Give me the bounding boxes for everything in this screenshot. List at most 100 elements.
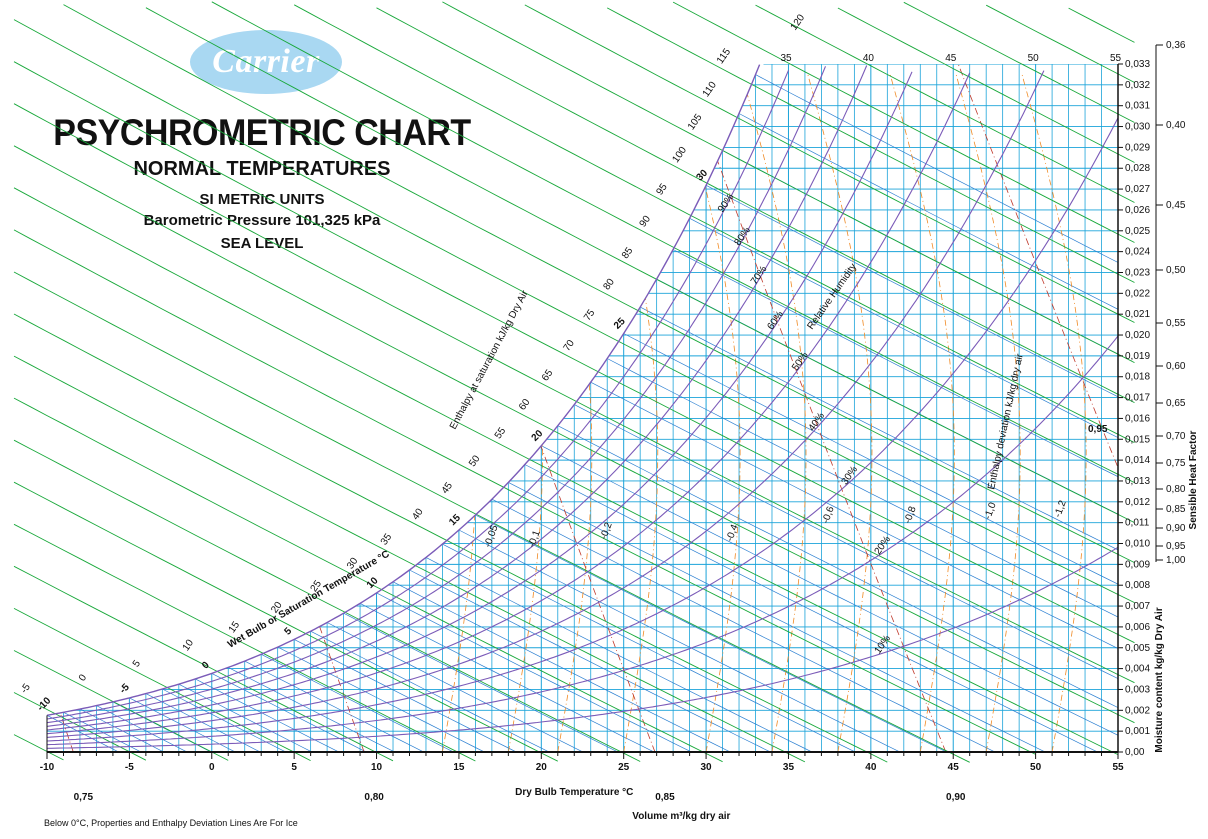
y-tick-label: 0,015 (1125, 434, 1150, 445)
wet-bulb-label: 15 (447, 512, 463, 528)
volume-label: 0,80 (364, 792, 384, 803)
y-tick-label: 0,017 (1125, 393, 1150, 404)
enthalpy-deviation-line (527, 74, 593, 752)
enthalpy-line (13, 523, 476, 762)
x-tick-label: 15 (453, 762, 465, 773)
wet-bulb-line (574, 404, 1118, 688)
enthalpy-line (13, 61, 1135, 644)
rh-curve-80 (46, 66, 827, 724)
wet-bulb-label: 20 (530, 428, 546, 444)
wet-bulb-line (442, 543, 871, 752)
wet-bulb-line (261, 653, 460, 752)
y-tick-label: 0,011 (1125, 518, 1150, 529)
wet-bulb-line (491, 498, 1003, 752)
enthalpy-scale-label: 70 (562, 338, 578, 354)
chart-subtitle: NORMAL TEMPERATURES (133, 158, 391, 180)
enthalpy-line (13, 481, 559, 762)
y-tick-label: 0,018 (1125, 372, 1150, 383)
y-tick-label: 0,031 (1125, 101, 1150, 112)
shf-label: 0,60 (1166, 361, 1186, 372)
wet-bulb-line (524, 464, 1118, 752)
enthalpy-line (63, 4, 1135, 564)
enthalpy-deviation-label: -0,6 (820, 505, 836, 525)
wet-bulb-label: -10 (35, 695, 53, 713)
wet-bulb-label: -5 (118, 682, 132, 696)
enthalpy-deviation-line (741, 74, 807, 752)
rh-curve-90 (46, 70, 790, 720)
y-tick-label: 0,003 (1125, 684, 1150, 695)
volume-label: 0,90 (946, 792, 966, 803)
enthalpy-line (672, 1, 1135, 243)
y-tick-label: 0,029 (1125, 142, 1150, 153)
enthalpy-scale-label: 50 (467, 453, 483, 469)
rh-label: 60% (765, 309, 786, 332)
y-tick-label: 0,00 (1125, 747, 1145, 758)
y-tick-label: 0,014 (1125, 455, 1150, 466)
enthalpy-scale-label: 55 (493, 425, 509, 441)
shf-label: 0,65 (1166, 398, 1186, 409)
x-axis-title: Dry Bulb Temperature °C (515, 787, 633, 798)
rh-label: 80% (732, 225, 753, 248)
specific-volume-line (953, 64, 1118, 544)
wet-bulb-line (211, 673, 377, 752)
wet-bulb-line (178, 683, 328, 752)
wet-bulb-line (607, 358, 1118, 626)
enthalpy-line (211, 1, 1135, 484)
enthalpy-line (837, 7, 1135, 163)
enthalpy-deviation-line (593, 74, 659, 752)
carrier-logo: Carrier (190, 30, 342, 94)
rh-label: 20% (873, 534, 894, 557)
y-tick-label: 0,019 (1125, 351, 1150, 362)
wet-bulb-line (425, 557, 822, 752)
specific-volume-line (47, 574, 74, 752)
wet-bulb-line (722, 150, 1118, 363)
wet-bulb-label: 10 (365, 575, 381, 591)
top-temperature-label: 35 (780, 53, 792, 64)
wet-bulb-line (541, 445, 1118, 744)
y-tick-label: 0,021 (1125, 309, 1150, 320)
title-block: PSYCHROMETRIC CHART NORMAL TEMPERATURES … (40, 112, 484, 254)
shf-label: 0,36 (1166, 40, 1186, 51)
x-tick-label: 20 (536, 762, 548, 773)
x-tick-label: 45 (948, 762, 960, 773)
enthalpy-scale-label: 120 (789, 12, 808, 32)
y-tick-label: 0,005 (1125, 643, 1150, 654)
x-tick-label: 35 (783, 762, 795, 773)
enthalpy-scale-label: 100 (671, 145, 690, 165)
enthalpy-scale-label: 105 (686, 112, 705, 132)
enthalpy-line (13, 19, 1135, 604)
x-tick-label: -5 (125, 762, 134, 773)
y-tick-label: 0,007 (1125, 601, 1150, 612)
rh-label: 40% (807, 411, 828, 434)
wet-bulb-label: 0 (200, 659, 212, 671)
shf-axis-title: Sensible Heat Factor (1188, 430, 1199, 529)
wet-bulb-line (228, 667, 410, 752)
shf-label: 0,85 (1166, 504, 1186, 515)
enthalpy-deviation-label: -1,0 (982, 501, 998, 521)
rh-curve-20 (46, 335, 1119, 746)
logo-text: Carrier (212, 43, 320, 80)
y-tick-label: 0,024 (1125, 247, 1150, 258)
wet-bulb-line (162, 688, 295, 752)
units-label: SI METRIC UNITS (199, 191, 325, 208)
wet-bulb-line (755, 74, 1118, 272)
chart-title: PSYCHROMETRIC CHART (53, 112, 471, 154)
y-tick-label: 0,001 (1125, 726, 1150, 737)
wet-bulb-line (376, 592, 707, 752)
enthalpy-line (376, 7, 1135, 404)
x-tick-label: 0 (209, 762, 215, 773)
enthalpy-line (1068, 7, 1135, 43)
enthalpy-deviation-line (1021, 74, 1087, 752)
enthalpy-line (985, 4, 1135, 83)
y-tick-label: 0,025 (1125, 226, 1150, 237)
enthalpy-line (755, 4, 1135, 203)
rh-curve-70 (46, 65, 868, 727)
clipped-layer (47, 64, 1118, 752)
rh-curve-40 (46, 70, 1045, 738)
enthalpy-deviation-label: -0,1 (526, 529, 542, 549)
y-tick-label: 0,013 (1125, 476, 1150, 487)
y-tick-label: 0,026 (1125, 205, 1150, 216)
enthalpy-scale-label: 80 (601, 277, 617, 293)
x-tick-label: -10 (40, 762, 55, 773)
enthalpy-deviation-line (889, 74, 955, 752)
